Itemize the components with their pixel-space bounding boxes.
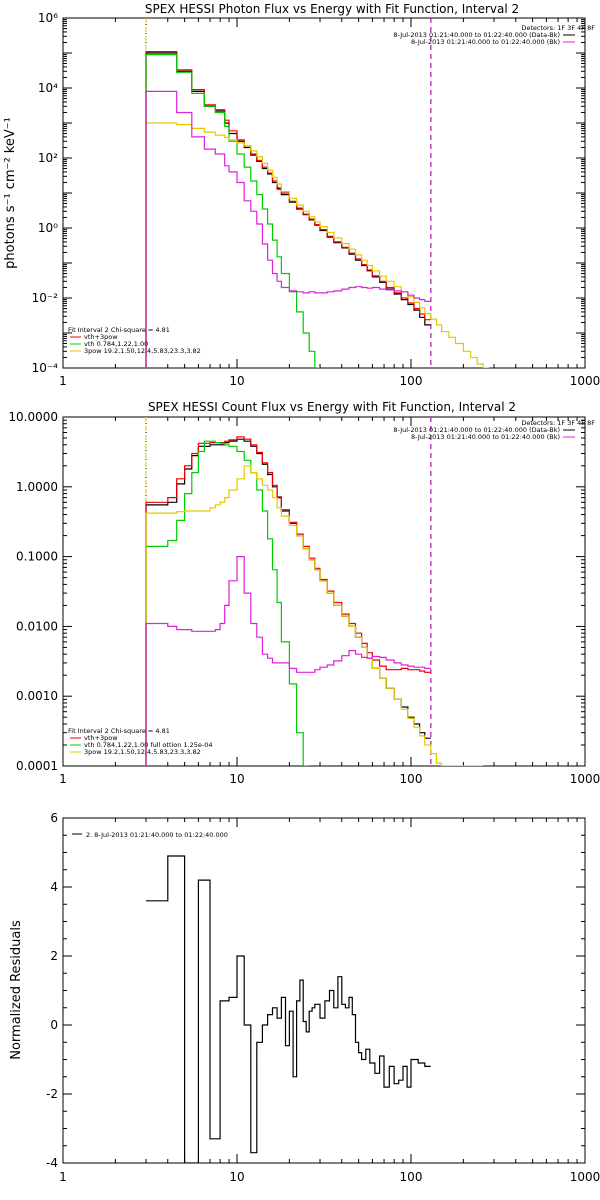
y-tick-label: 6 <box>50 811 58 825</box>
series-step-line-0 <box>145 52 431 368</box>
photon-flux-title: SPEX HESSI Photon Flux vs Energy with Fi… <box>145 2 519 16</box>
y-tick-label: 0.0010 <box>16 689 58 703</box>
x-tick-label: 100 <box>400 772 423 786</box>
residuals-legend-label: 2. 8-Jul-2013 01:21:40.000 to 01:22:40.0… <box>86 831 228 839</box>
series-step-line-0 <box>146 855 431 1163</box>
photon-flux-ylabel: photons s⁻¹ cm⁻² keV⁻¹ <box>3 117 18 269</box>
y-tick-label: 10⁻² <box>32 291 59 305</box>
y-tick-label: 0.0001 <box>16 759 58 773</box>
x-tick-label: 100 <box>400 374 423 388</box>
y-tick-label: 10⁻⁴ <box>32 361 59 375</box>
photon-flux-info-line-1: 8-Jul-2013 01:21:40.000 to 01:22:40.000 … <box>393 31 560 39</box>
y-tick-label: 0.1000 <box>16 550 58 564</box>
x-tick-label: 1000 <box>570 1170 600 1184</box>
count-flux-fit-line-3: 3pow 19.2,1.50,12.4,5.83,23.3,3.82 <box>84 748 201 756</box>
series-step-line-2 <box>145 54 320 368</box>
count-flux-detectors: Detectors: 1F 3F 4F 8F <box>521 419 595 427</box>
count-flux-plot-area: 1 10 100 1000 0.0001 0.0010 0.0100 0.1000 1.0000… <box>8 410 600 786</box>
count-flux-panel: SPEX HESSI Count Flux vs Energy with Fit… <box>8 400 600 786</box>
plot-frame <box>62 817 586 1164</box>
y-tick-label: 0 <box>50 1018 58 1032</box>
series-step-line-4 <box>145 90 431 368</box>
y-tick-label: -4 <box>46 1156 58 1170</box>
photon-flux-fit-line-3: 3pow 19.2,1.50,12.4,5.83,23.3,3.82 <box>84 347 201 355</box>
photon-flux-info-line-2: 8-Jul-2013 01:21:40.000 to 01:22:40.000 … <box>411 38 560 46</box>
series-step-line-3 <box>145 122 489 368</box>
y-tick-label: 10.0000 <box>8 410 58 424</box>
y-tick-label: 10² <box>38 151 58 165</box>
series-step-line-3 <box>145 465 484 766</box>
series-step-line-1 <box>145 436 431 766</box>
y-tick-label: 10⁰ <box>38 221 58 235</box>
series-step-line-2 <box>145 440 310 766</box>
count-flux-info-line-1: 8-Jul-2013 01:21:40.000 to 01:22:40.000 … <box>393 426 560 434</box>
y-tick-label: 1.0000 <box>16 480 58 494</box>
y-tick-label: 0.0100 <box>16 619 58 633</box>
photon-flux-panel: SPEX HESSI Photon Flux vs Energy with Fi… <box>3 2 600 388</box>
plot-frame <box>62 17 586 369</box>
photon-flux-fit-line-1: vth+3pow <box>84 333 118 341</box>
photon-flux-fit-header: Fit Interval 2 Chi-square = 4.81 <box>68 326 170 334</box>
photon-flux-plot-area: 1 10 100 1000 10⁻⁴ 10⁻² 10⁰ 10² 10⁴ 10⁶ <box>32 11 600 388</box>
y-tick-label: -2 <box>46 1087 58 1101</box>
photon-flux-detectors: Detectors: 1F 3F 4F 8F <box>521 24 595 32</box>
photon-flux-fit-line-2: vth 0.784,1.22,1.00 <box>84 340 148 348</box>
x-tick-label: 1 <box>59 374 67 388</box>
x-tick-label: 10 <box>229 1170 244 1184</box>
series-step-line-4 <box>145 556 431 766</box>
y-tick-label: 10⁴ <box>38 81 58 95</box>
y-tick-label: 2 <box>50 949 58 963</box>
count-flux-info-line-2: 8-Jul-2013 01:21:40.000 to 01:22:40.000 … <box>411 433 560 441</box>
residuals-panel: Normalized Residuals 1 10 100 1000-4-20246 … <box>9 811 600 1184</box>
series-step-line-1 <box>145 51 431 368</box>
count-flux-title: SPEX HESSI Count Flux vs Energy with Fit… <box>148 400 516 414</box>
x-tick-label: 1000 <box>570 374 600 388</box>
count-flux-fit-header: Fit Interval 2 Chi-square = 4.81 <box>68 727 170 735</box>
y-tick-label: 10⁶ <box>38 11 58 25</box>
x-tick-label: 1 <box>59 772 67 786</box>
residuals-ylabel: Normalized Residuals <box>9 920 24 1060</box>
residuals-plot-area: 1 10 100 1000 -4 -2 0 2 4 6 <box>46 811 600 1184</box>
x-tick-label: 10 <box>229 772 244 786</box>
plot-frame <box>62 416 586 767</box>
x-tick-label: 1 <box>59 1170 67 1184</box>
x-tick-label: 100 <box>400 1170 423 1184</box>
x-tick-label: 1000 <box>570 772 600 786</box>
count-flux-fit-line-2: vth 0.784,1.22,1.00 full ottion 1.25e-04 <box>84 741 213 749</box>
series-step-line-0 <box>145 438 431 766</box>
count-flux-fit-line-1: vth+3pow <box>84 734 118 742</box>
x-tick-label: 10 <box>229 374 244 388</box>
y-tick-label: 4 <box>50 880 58 894</box>
